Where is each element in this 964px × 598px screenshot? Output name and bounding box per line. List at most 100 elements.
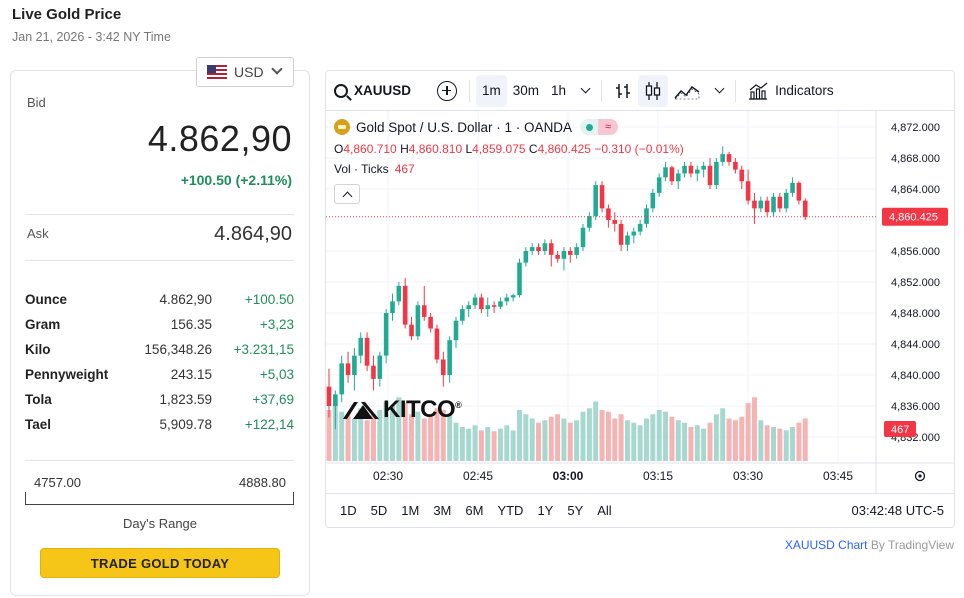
- volume-bar: [682, 422, 688, 461]
- candle-body: [498, 301, 503, 307]
- chevron-down-icon: [714, 83, 725, 94]
- change-value: −0.310 (−0.01%): [594, 142, 684, 156]
- volume-bar: [758, 420, 764, 461]
- bid-label: Bid: [27, 95, 46, 110]
- candle-body: [472, 297, 478, 306]
- range-ytd[interactable]: YTD: [497, 503, 524, 518]
- candle-body: [428, 316, 433, 329]
- volume-bar: [656, 410, 662, 461]
- us-flag-icon: [207, 65, 227, 79]
- price-tick-label: 4,848.000: [891, 308, 940, 320]
- candle-body: [421, 305, 427, 317]
- volume-bar: [466, 428, 472, 461]
- open-label: O: [334, 142, 344, 156]
- volume-bar: [732, 420, 738, 461]
- time-tick-label: 03:00: [553, 469, 584, 483]
- candle-body: [606, 208, 611, 220]
- candle-body: [758, 200, 764, 209]
- range-1y[interactable]: 1Y: [537, 503, 554, 518]
- candle-body: [504, 297, 510, 302]
- delayed-data-icon: ≈: [598, 119, 619, 135]
- trade-gold-button[interactable]: TRADE GOLD TODAY: [40, 548, 280, 578]
- candle-body: [542, 243, 548, 251]
- candle-body: [460, 309, 465, 321]
- candle-body: [587, 216, 592, 228]
- kitco-wordmark: KITCO: [383, 396, 456, 423]
- candlestick-chart[interactable]: 4,872.0004,868.0004,864.0004,860.0004,85…: [326, 111, 954, 493]
- range-1m[interactable]: 1M: [401, 503, 420, 518]
- range-3m[interactable]: 3M: [433, 503, 452, 518]
- interval-1m[interactable]: 1m: [476, 74, 507, 107]
- legend-title: Gold Spot / U.S. Dollar · 1 · OANDA: [356, 119, 573, 135]
- volume-bar: [542, 420, 548, 461]
- range-6m[interactable]: 6M: [465, 503, 484, 518]
- volume-bar: [396, 397, 402, 461]
- price-tick-label: 4,856.000: [891, 246, 940, 258]
- time-tick-label: 02:30: [373, 469, 403, 483]
- chart-link[interactable]: XAUUSD Chart: [784, 538, 868, 552]
- area-style-button[interactable]: [668, 75, 706, 107]
- chart-clock[interactable]: 03:42:48 UTC-5: [851, 503, 945, 518]
- volume-bar: [688, 427, 694, 461]
- currency-select[interactable]: USD: [196, 57, 294, 87]
- interval-1h[interactable]: 1h: [551, 83, 567, 98]
- volume-bar: [624, 420, 630, 461]
- tradingview-attribution: XAUUSD Chart By TradingView: [785, 538, 954, 552]
- candle-body: [771, 196, 776, 213]
- collapse-legend-button[interactable]: [334, 184, 360, 204]
- unit-change: +122,14: [244, 417, 294, 432]
- candle-body: [390, 301, 395, 313]
- range-5d[interactable]: 5D: [370, 503, 388, 518]
- candle-body: [574, 247, 579, 255]
- candle-body: [714, 161, 719, 186]
- price-chart-widget: XAUUSD 1m 30m 1h Indicators 4,872.000: [325, 70, 955, 528]
- indicators-button[interactable]: Indicators: [742, 75, 840, 107]
- volume-bar: [497, 428, 503, 461]
- volume-bar: [383, 401, 389, 461]
- range-all[interactable]: All: [597, 503, 612, 518]
- candle-body: [733, 161, 738, 170]
- ohlc-readout: O4,860.710 H4,860.810 L4,859.075 C4,860.…: [334, 142, 684, 156]
- candle-body: [529, 247, 535, 251]
- candle-body: [352, 355, 357, 375]
- volume-bar: [567, 422, 573, 461]
- unit-price-table: Ounce 4.862,90 +100.50 Gram 156.35 +3,23…: [25, 287, 294, 437]
- unit-name: Pennyweight: [25, 367, 109, 382]
- range-1d[interactable]: 1D: [340, 503, 357, 518]
- market-status-badge[interactable]: ≈: [580, 119, 619, 135]
- candles-style-button[interactable]: [638, 74, 669, 107]
- unit-change: +100.50: [244, 292, 294, 307]
- volume-bar: [517, 410, 522, 461]
- candle-body: [555, 254, 560, 259]
- volume-bar: [764, 425, 770, 461]
- candle-body: [612, 220, 618, 224]
- volume-bar: [701, 428, 707, 461]
- bar-style-button[interactable]: [608, 75, 638, 107]
- toolbar-separator: [469, 79, 471, 102]
- candle-body: [434, 328, 440, 360]
- interval-dropdown[interactable]: [572, 75, 595, 107]
- volume-bar: [345, 414, 351, 461]
- unit-row-tael: Tael 5,909.78 +122,14: [25, 412, 294, 437]
- candle-body: [783, 192, 789, 209]
- volume-bar: [771, 427, 776, 461]
- compare-button[interactable]: [431, 75, 463, 107]
- last-volume-badge: [884, 421, 916, 437]
- candle-body: [523, 251, 529, 263]
- volume-bar: [739, 416, 745, 461]
- range-5y[interactable]: 5Y: [567, 503, 584, 518]
- volume-bar: [529, 418, 535, 461]
- volume-bar: [409, 414, 415, 461]
- symbol-label: XAUUSD: [354, 83, 412, 98]
- interval-30m[interactable]: 30m: [512, 83, 540, 98]
- high-label: H: [400, 142, 409, 156]
- volume-bar: [726, 418, 732, 461]
- candle-body: [618, 223, 624, 245]
- volume-bar: [580, 411, 586, 461]
- volume-bar: [669, 416, 675, 461]
- symbol-search-button[interactable]: XAUUSD: [326, 75, 417, 107]
- style-dropdown[interactable]: [706, 75, 729, 107]
- unit-change: +37,69: [252, 392, 294, 407]
- candle-body: [637, 223, 643, 232]
- candle-body: [764, 200, 770, 213]
